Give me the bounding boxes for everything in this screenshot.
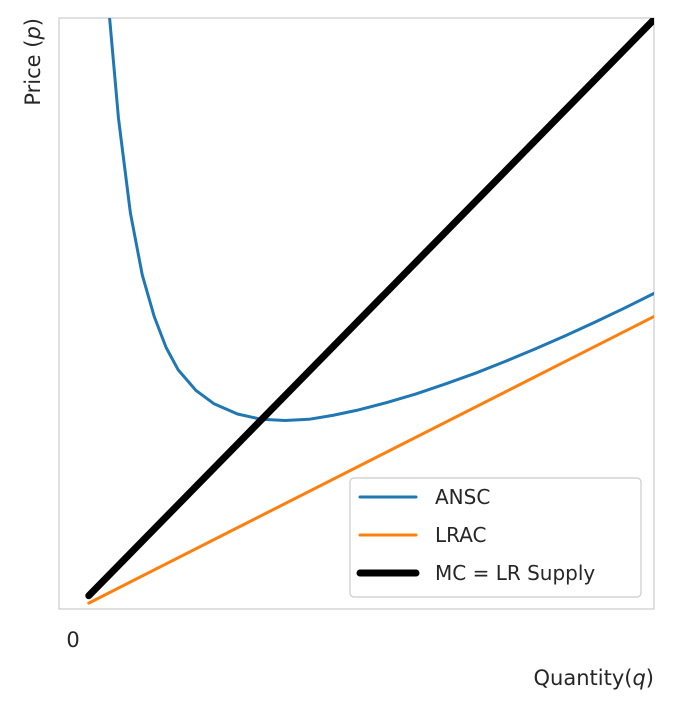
series-lrac	[87, 315, 654, 605]
y-axis-label: Price (p)	[21, 18, 45, 106]
legend-label-mc: MC = LR Supply	[435, 561, 595, 585]
x-tick-label: 0	[66, 628, 79, 652]
series-ansc	[108, 18, 654, 422]
legend: ANSC LRAC MC = LR Supply	[349, 477, 642, 598]
series-layer	[85, 18, 654, 605]
x-axis-label-close: )	[646, 666, 654, 690]
x-axis-label: Quantity(q)	[534, 666, 655, 690]
legend-box	[349, 477, 642, 598]
y-axis-label-close: )	[21, 18, 45, 26]
legend-label-lrac: LRAC	[435, 523, 487, 547]
y-axis-label-var: p	[21, 26, 45, 40]
legend-label-ansc: ANSC	[435, 485, 490, 509]
x-axis-label-text: Quantity(	[534, 666, 633, 690]
y-axis-label-text: Price (	[21, 40, 45, 106]
x-axis-label-var: q	[632, 666, 645, 690]
series-mc-lr-supply	[85, 18, 654, 600]
